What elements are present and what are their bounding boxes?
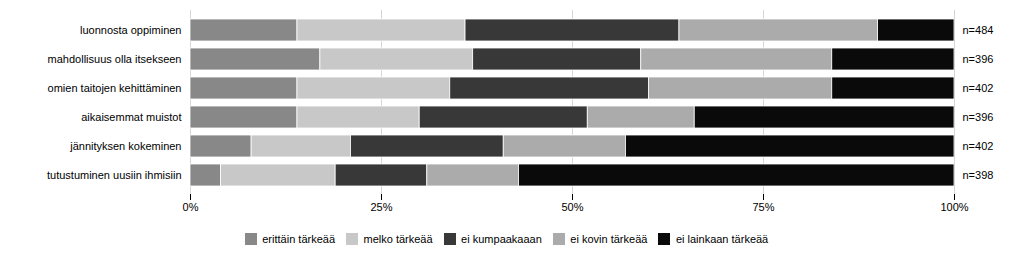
svg-text:n=402: n=402 [963,82,994,94]
svg-text:n=398: n=398 [963,169,994,181]
svg-text:jännityksen kokeminen: jännityksen kokeminen [69,140,181,152]
svg-text:25%: 25% [370,201,392,213]
svg-text:50%: 50% [561,201,583,213]
html-text:ei kovin tärkeää: ei kovin tärkeää [570,232,648,245]
svg-text:100%: 100% [940,201,968,213]
svg-text:omien taitojen kehittäminen: omien taitojen kehittäminen [48,82,182,94]
svg-text:tutustuminen uusiin ihmisiin: tutustuminen uusiin ihmisiin [47,169,182,181]
html-text:melko tärkeää: melko tärkeää [363,232,433,245]
svg-text:aikaisemmat muistot: aikaisemmat muistot [81,111,181,123]
svg-text:mahdollisuus olla itsekseen: mahdollisuus olla itsekseen [48,53,182,65]
svg-text:n=396: n=396 [963,53,994,65]
html-text:erittäin tärkeää: erittäin tärkeää [262,232,335,245]
html-text:ei kumpaakaaan: ei kumpaakaaan [461,232,542,245]
svg-text:75%: 75% [752,201,774,213]
svg-text:n=484: n=484 [963,24,994,36]
svg-text:n=396: n=396 [963,111,994,123]
svg-text:0%: 0% [183,201,199,213]
svg-text:n=402: n=402 [963,140,994,152]
html-text:ei lainkaan tärkeää: ei lainkaan tärkeää [675,232,769,245]
svg-text:luonnosta oppiminen: luonnosta oppiminen [80,24,182,36]
